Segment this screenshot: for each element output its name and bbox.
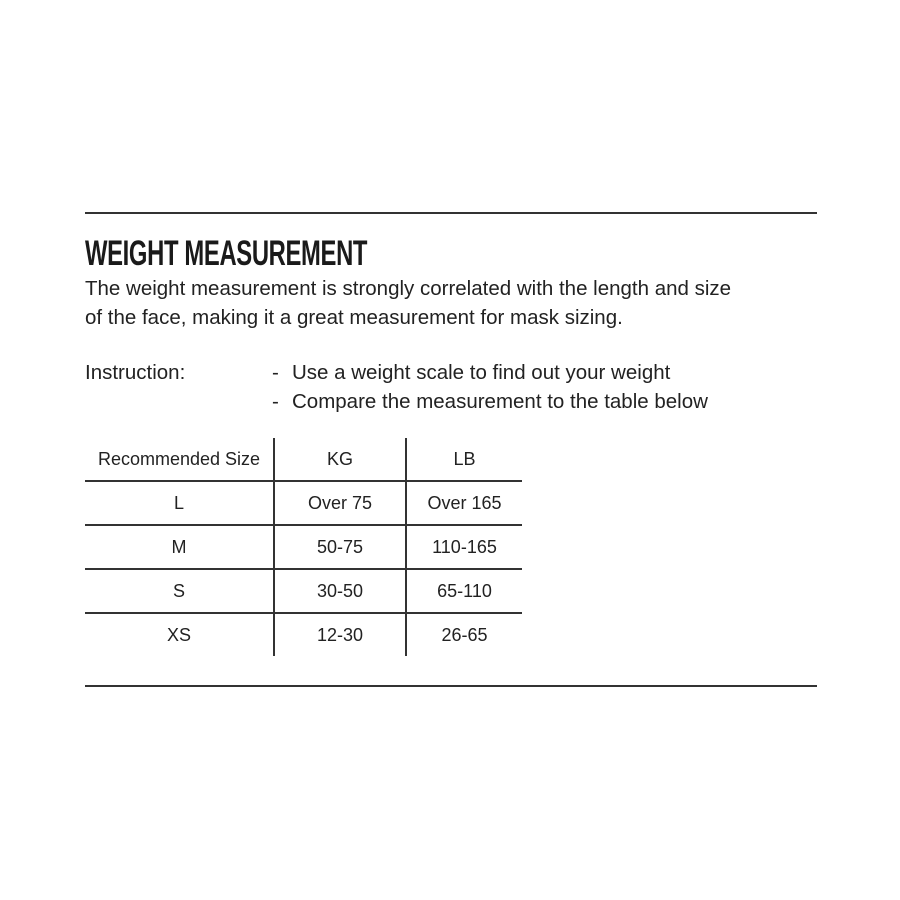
instruction-label: Instruction: <box>85 361 186 384</box>
bottom-divider <box>85 685 817 687</box>
bullet-dash: - <box>272 361 279 384</box>
size-cell: L <box>85 481 274 526</box>
lb-cell: Over 165 <box>405 481 522 526</box>
instruction-item: - Compare the measurement to the table be… <box>272 390 708 414</box>
header-kg: KG <box>273 438 406 482</box>
lb-cell: 26-65 <box>405 613 522 656</box>
kg-cell: 30-50 <box>273 569 406 614</box>
description-line-2: of the face, making it a great measureme… <box>85 306 623 329</box>
instruction-text: Use a weight scale to find out your weig… <box>292 361 671 384</box>
size-cell: M <box>85 525 274 570</box>
size-cell: S <box>85 569 274 614</box>
lb-cell: 110-165 <box>405 525 522 570</box>
kg-cell: 12-30 <box>273 613 406 656</box>
table-row: S 30-50 65-110 <box>85 569 522 614</box>
instruction-item: - Use a weight scale to find out your wei… <box>272 361 670 385</box>
kg-cell: 50-75 <box>273 525 406 570</box>
size-table: Recommended Size KG LB L Over 75 Over 16… <box>85 438 522 656</box>
size-cell: XS <box>166 624 191 645</box>
section-title: WEIGHT MEASUREMENT <box>85 234 368 273</box>
table-row: L Over 75 Over 165 <box>85 481 522 526</box>
table-header-row: Recommended Size KG LB <box>85 438 522 482</box>
instruction-text: Compare the measurement to the table bel… <box>292 390 708 413</box>
top-divider <box>85 212 817 214</box>
header-recommended-size: Recommended Size <box>85 438 274 482</box>
table-row: XS 12-30 26-65 <box>85 613 522 656</box>
bullet-dash: - <box>272 390 279 413</box>
table-row: M 50-75 110-165 <box>85 525 522 570</box>
header-lb: LB <box>405 438 522 482</box>
description-line-1: The weight measurement is strongly corre… <box>85 277 732 300</box>
lb-cell: 65-110 <box>405 569 522 614</box>
kg-cell: Over 75 <box>273 481 406 526</box>
